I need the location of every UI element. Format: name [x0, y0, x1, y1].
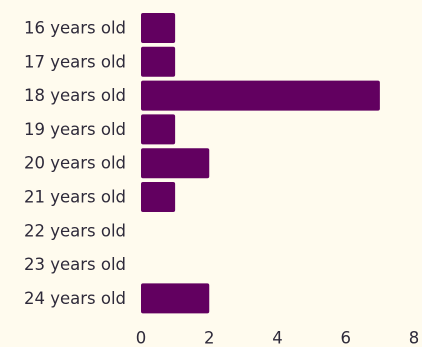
x-tick-2: 4	[272, 329, 283, 347]
bar-1	[141, 46, 176, 77]
bar-4	[141, 148, 210, 179]
bar-8	[141, 283, 210, 314]
category-labels: 16 years old 17 years old 18 years old 19 y…	[24, 19, 126, 308]
category-label-7: 23 years old	[24, 255, 126, 274]
bar-0	[141, 13, 176, 43]
x-tick-1: 2	[204, 329, 215, 347]
x-tick-4: 8	[409, 329, 420, 347]
category-label-0: 16 years old	[24, 19, 126, 38]
category-label-8: 24 years old	[24, 289, 126, 308]
bar-3	[141, 114, 176, 145]
x-axis-ticks: 0 2 4 6 8	[136, 329, 420, 347]
x-tick-0: 0	[136, 329, 147, 347]
category-label-4: 20 years old	[24, 154, 126, 173]
category-label-3: 19 years old	[24, 120, 126, 139]
bar-2	[141, 80, 380, 111]
category-label-5: 21 years old	[24, 188, 126, 207]
bar-5	[141, 182, 176, 212]
x-tick-3: 6	[341, 329, 352, 347]
category-label-1: 17 years old	[24, 52, 126, 71]
category-label-2: 18 years old	[24, 86, 126, 105]
category-label-6: 22 years old	[24, 221, 126, 240]
bars-group	[141, 13, 380, 314]
